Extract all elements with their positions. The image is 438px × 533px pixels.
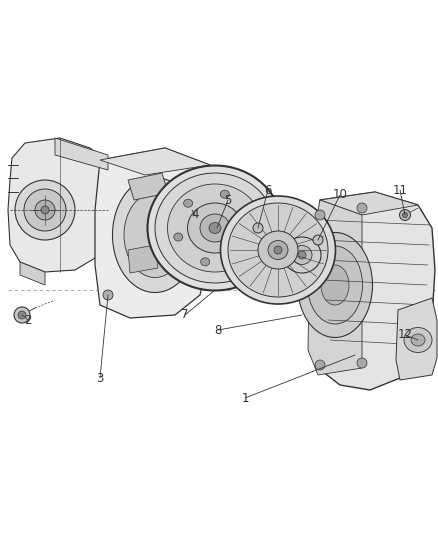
Ellipse shape	[187, 203, 243, 253]
Ellipse shape	[247, 215, 256, 223]
Text: 10: 10	[332, 189, 347, 201]
Ellipse shape	[155, 173, 275, 283]
Ellipse shape	[201, 258, 210, 266]
Text: 11: 11	[392, 183, 407, 197]
Polygon shape	[55, 138, 108, 170]
Ellipse shape	[35, 200, 55, 220]
Ellipse shape	[174, 233, 183, 241]
Ellipse shape	[220, 190, 230, 198]
Text: 3: 3	[96, 372, 104, 384]
Ellipse shape	[283, 237, 321, 273]
Ellipse shape	[148, 166, 283, 290]
Ellipse shape	[124, 192, 186, 278]
Ellipse shape	[188, 206, 196, 214]
Ellipse shape	[24, 189, 66, 231]
Ellipse shape	[357, 358, 367, 368]
Ellipse shape	[228, 203, 328, 297]
Polygon shape	[128, 245, 158, 273]
Ellipse shape	[411, 334, 425, 346]
Ellipse shape	[313, 235, 323, 245]
Polygon shape	[308, 192, 435, 390]
Ellipse shape	[399, 209, 410, 221]
Ellipse shape	[258, 231, 298, 269]
Ellipse shape	[307, 246, 363, 324]
Polygon shape	[100, 148, 210, 175]
Polygon shape	[128, 173, 168, 200]
Text: 6: 6	[264, 183, 272, 197]
Text: 4: 4	[191, 208, 199, 222]
Polygon shape	[8, 138, 112, 272]
Ellipse shape	[167, 184, 262, 272]
Ellipse shape	[14, 307, 30, 323]
Ellipse shape	[315, 360, 325, 370]
Ellipse shape	[315, 210, 325, 220]
Ellipse shape	[268, 240, 288, 260]
Ellipse shape	[113, 177, 198, 293]
Ellipse shape	[292, 246, 312, 264]
Ellipse shape	[237, 249, 246, 257]
Text: 5: 5	[224, 193, 232, 206]
Ellipse shape	[200, 214, 230, 242]
Polygon shape	[308, 200, 362, 375]
Ellipse shape	[404, 327, 432, 352]
Text: 12: 12	[398, 328, 413, 342]
Polygon shape	[95, 148, 215, 318]
Ellipse shape	[18, 311, 26, 319]
Ellipse shape	[41, 206, 49, 214]
Ellipse shape	[184, 199, 193, 207]
Polygon shape	[20, 262, 45, 285]
Ellipse shape	[209, 222, 221, 233]
Text: 1: 1	[241, 392, 249, 405]
Ellipse shape	[15, 180, 75, 240]
Ellipse shape	[274, 246, 282, 254]
Ellipse shape	[321, 265, 349, 305]
Ellipse shape	[403, 213, 407, 217]
Text: 2: 2	[24, 313, 32, 327]
Ellipse shape	[103, 290, 113, 300]
Polygon shape	[396, 298, 437, 380]
Ellipse shape	[253, 223, 263, 233]
Ellipse shape	[298, 251, 306, 259]
Text: 8: 8	[214, 324, 222, 336]
Ellipse shape	[220, 196, 336, 304]
Polygon shape	[320, 192, 418, 215]
Ellipse shape	[297, 232, 372, 337]
Ellipse shape	[357, 203, 367, 213]
Text: 7: 7	[181, 309, 189, 321]
